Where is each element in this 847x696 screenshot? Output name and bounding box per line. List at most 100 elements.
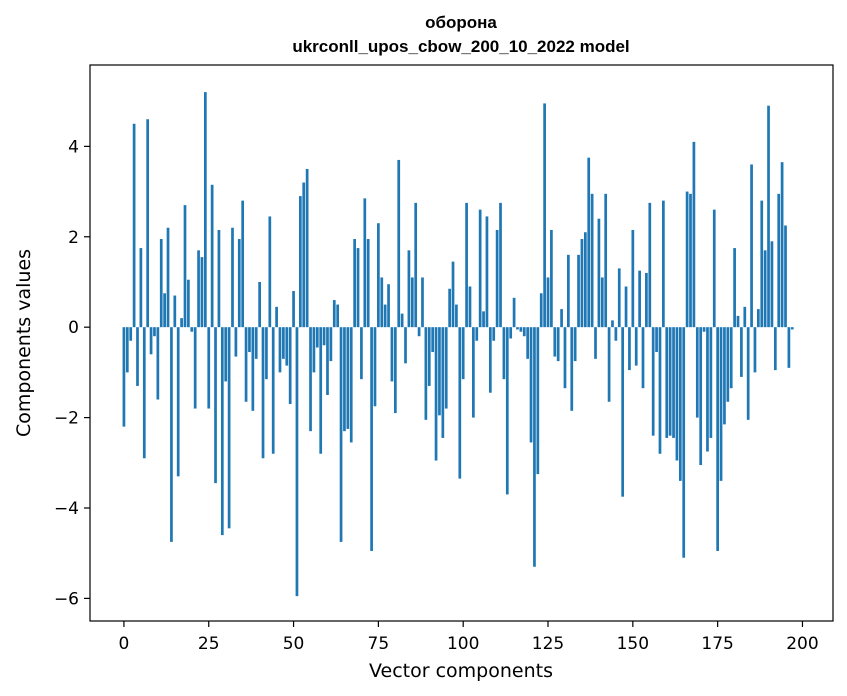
bars-group — [122, 92, 794, 597]
bar — [790, 327, 794, 330]
bar — [265, 327, 268, 380]
bar — [302, 182, 306, 328]
bar — [723, 327, 726, 425]
bar — [441, 327, 445, 438]
bar — [743, 306, 747, 328]
bar — [166, 227, 170, 328]
bar — [217, 229, 221, 328]
bar — [231, 227, 234, 328]
bar — [733, 248, 736, 328]
bar — [404, 327, 407, 364]
y-axis-ticks: −6 −4 −2 0 2 4 — [54, 137, 90, 609]
x-axis-label: Vector components — [369, 660, 553, 682]
bar — [563, 327, 567, 389]
bar — [587, 157, 591, 328]
bar — [567, 254, 570, 328]
bar — [529, 327, 533, 443]
bar — [244, 327, 248, 402]
bar — [692, 141, 696, 328]
x-tick-label: 125 — [532, 634, 564, 654]
bar — [699, 327, 703, 466]
chart-title: оборона — [425, 13, 497, 32]
bar — [353, 239, 356, 328]
bar — [519, 327, 523, 332]
bar — [553, 327, 557, 357]
bar — [224, 327, 228, 382]
bar — [203, 92, 207, 328]
bar — [672, 327, 675, 438]
bar — [600, 277, 604, 328]
bar — [146, 119, 150, 328]
bar — [757, 309, 760, 328]
bar — [393, 327, 397, 414]
bar — [142, 327, 146, 459]
bar — [685, 191, 689, 328]
bar — [695, 327, 699, 418]
bar — [621, 327, 625, 497]
bar — [485, 216, 489, 328]
bar — [611, 320, 614, 328]
bar — [261, 327, 265, 459]
bar — [740, 327, 743, 377]
bar — [526, 327, 530, 359]
bar — [390, 327, 394, 382]
bar — [193, 327, 197, 409]
bar — [315, 327, 319, 348]
bar — [577, 254, 580, 328]
bar — [366, 239, 370, 328]
bar — [434, 327, 438, 461]
bar — [417, 327, 421, 337]
bar — [468, 286, 472, 328]
bar — [645, 272, 648, 328]
bar — [332, 300, 336, 328]
bar — [719, 327, 723, 481]
bar — [662, 200, 665, 328]
y-tick-label: −4 — [54, 499, 79, 519]
bar — [777, 193, 781, 328]
bar — [509, 327, 513, 339]
bar — [197, 250, 200, 328]
bar — [753, 327, 757, 373]
bar — [560, 309, 563, 328]
y-tick-label: 4 — [68, 137, 79, 157]
bar — [594, 327, 597, 359]
bar — [614, 327, 618, 341]
bar — [492, 327, 496, 341]
bar — [282, 327, 285, 359]
bar — [726, 327, 730, 402]
bar — [689, 193, 692, 328]
bar — [176, 327, 180, 477]
bar — [580, 239, 584, 328]
bar — [512, 297, 516, 328]
bar — [427, 327, 431, 386]
bar — [309, 327, 312, 432]
bar — [533, 327, 536, 567]
bar — [570, 327, 574, 411]
bar — [397, 159, 401, 328]
bar — [173, 295, 177, 328]
bar — [356, 248, 360, 328]
bar — [258, 281, 261, 328]
bar — [431, 327, 435, 353]
bar — [438, 327, 441, 416]
bar — [760, 200, 764, 328]
bar — [678, 327, 682, 481]
bar — [546, 277, 550, 328]
bar — [183, 205, 187, 328]
bar — [275, 306, 278, 328]
bar — [383, 304, 387, 328]
bar — [573, 327, 577, 362]
x-axis-ticks: 0 25 50 75 100 125 150 175 200 — [119, 621, 819, 654]
bar — [784, 225, 787, 328]
bar — [268, 216, 272, 328]
bar — [200, 257, 204, 328]
bar — [254, 327, 258, 359]
bar — [136, 327, 139, 386]
bar — [461, 327, 465, 380]
x-tick-label: 175 — [701, 634, 733, 654]
bar — [706, 327, 709, 452]
bar — [227, 327, 231, 529]
bar — [655, 327, 658, 353]
y-tick-label: −2 — [54, 409, 79, 429]
bar — [668, 327, 672, 436]
